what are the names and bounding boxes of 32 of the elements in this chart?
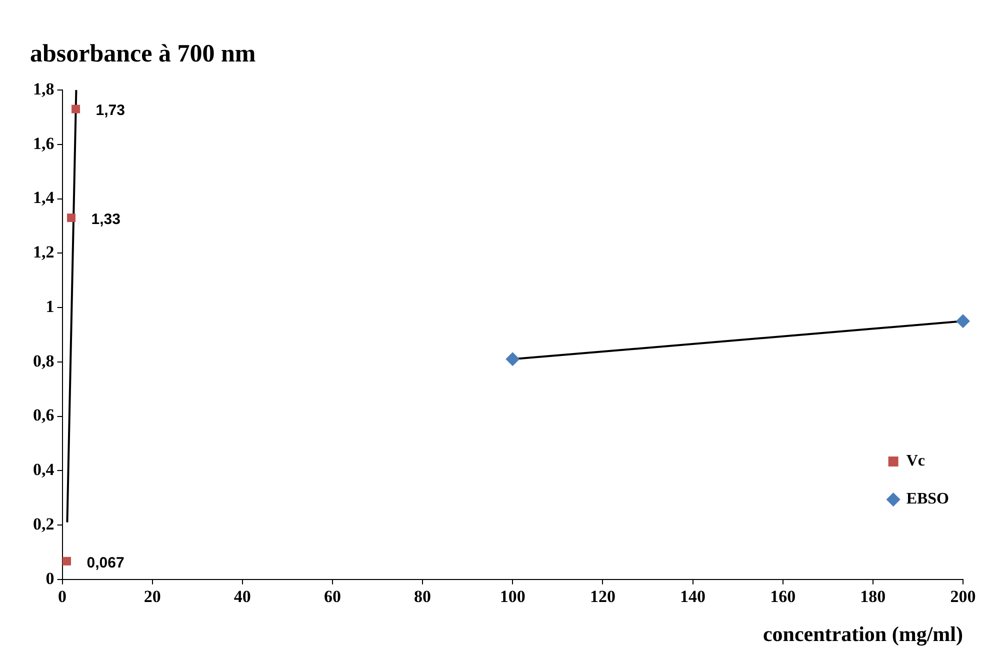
point [67,214,76,222]
x-tick-label: 40 [234,586,251,606]
data-label: 1,33 [91,210,120,228]
y-tick-label: 0 [46,568,54,588]
data-label: 1,73 [96,102,125,120]
x-tick-label: 100 [500,586,526,606]
point [506,352,520,366]
legend-label: Vc [906,452,925,470]
x-tick-label: 200 [950,586,976,606]
x-tick-label: 20 [144,586,161,606]
y-tick-label: 1 [46,296,54,316]
x-tick-label: 120 [590,586,616,606]
y-tick-label: 0,4 [33,460,55,480]
y-tick-label: 0,8 [33,351,54,370]
y-tick-label: 0,6 [33,406,54,425]
x-axis-title: concentration (mg/ml) [762,622,963,646]
y-tick-label: 1,8 [33,79,54,98]
point [72,104,80,114]
x-tick-label: 80 [414,586,432,606]
data-label: 0,067 [86,554,124,572]
x-tick-label: 180 [860,586,886,606]
y-tick-label: 0,2 [33,514,54,534]
legend-label: EBSO [906,490,949,508]
x-tick-label: 60 [324,586,341,606]
y-tick-label: 1,4 [33,188,55,208]
chart-title: absorbance à 700 nm [30,40,256,68]
y-tick-label: 1,6 [33,134,54,153]
y-tick-label: 1,2 [33,242,54,262]
point [956,314,970,328]
x-tick-label: 160 [770,586,796,606]
x-tick-label: 140 [680,586,706,606]
point [62,556,71,566]
